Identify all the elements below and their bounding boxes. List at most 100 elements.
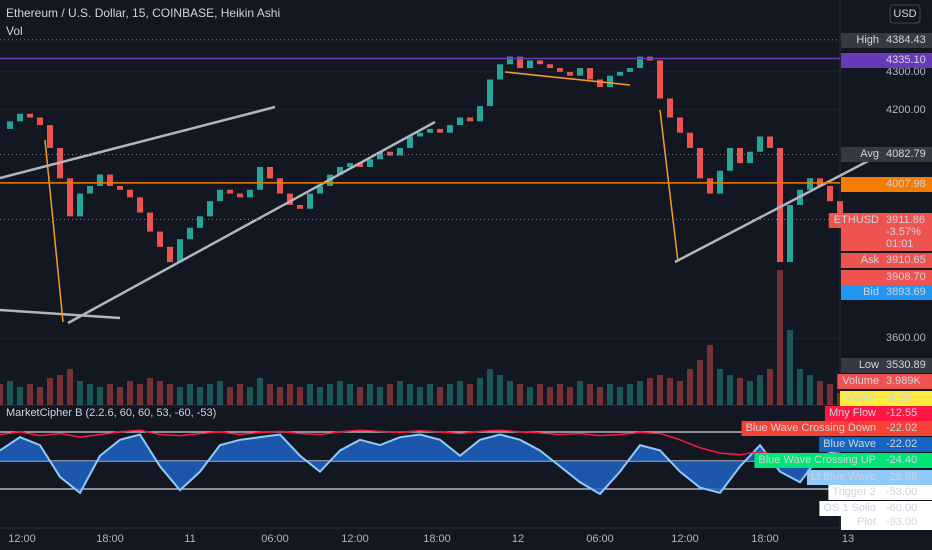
indicator-tag-name-box xyxy=(824,406,880,421)
candle xyxy=(717,170,723,194)
volume-bar xyxy=(457,381,463,405)
volume-title: Vol xyxy=(6,24,23,38)
volume-bar xyxy=(577,381,583,405)
currency[interactable]: USD xyxy=(893,8,916,20)
price-tag-countdown: 01:01 xyxy=(886,238,914,250)
candle xyxy=(617,71,623,76)
candle xyxy=(517,56,523,69)
volume-bar xyxy=(427,384,433,405)
candle xyxy=(27,113,33,118)
volume-bar xyxy=(217,381,223,405)
x-tick-label: 18:00 xyxy=(751,533,779,545)
candle xyxy=(367,159,373,167)
candle xyxy=(727,147,733,171)
trend-line xyxy=(0,308,121,320)
volume-bar xyxy=(467,384,473,405)
symbol-title: Ethereum / U.S. Dollar, 15, COINBASE, He… xyxy=(6,6,280,20)
volume-bar xyxy=(237,384,243,405)
indicator-tag-value: -24.40 xyxy=(886,454,917,466)
candle xyxy=(457,117,463,126)
volume-bar xyxy=(157,381,163,405)
volume-bar xyxy=(487,369,493,405)
volume-bar xyxy=(407,384,413,405)
candle xyxy=(757,136,763,152)
price-tag-name-box xyxy=(855,147,882,162)
volume-bar xyxy=(87,384,93,405)
candle xyxy=(787,204,793,263)
candle xyxy=(307,193,313,209)
volume-bar xyxy=(357,387,363,405)
volume-bar xyxy=(287,384,293,405)
volume-bar xyxy=(177,387,183,405)
candle xyxy=(207,201,213,217)
volume-bar xyxy=(527,387,533,405)
volume-bar xyxy=(717,369,723,405)
candle xyxy=(117,185,123,190)
volume-bar xyxy=(797,369,803,405)
volume-bar xyxy=(277,387,283,405)
candle xyxy=(357,163,363,167)
volume-bar xyxy=(757,375,763,405)
price-tag-value: 4384.43 xyxy=(886,34,926,46)
indicator-tag-value: -53.00 xyxy=(886,486,917,498)
volume-bar xyxy=(7,381,13,405)
volume-bar xyxy=(657,375,663,405)
volume-bar xyxy=(297,387,303,405)
candle xyxy=(397,147,403,156)
volume-bar xyxy=(127,381,133,405)
price-tag-value: 3911.86 xyxy=(886,214,925,226)
price-tag-name-box xyxy=(851,33,882,48)
tags: 4384.43 High 4335.10 4082.79 Avg 4007.98 3911.… xyxy=(0,33,932,530)
volume-bar xyxy=(417,387,423,405)
volume-bar xyxy=(497,375,503,405)
x-tick-label: 18:00 xyxy=(423,533,451,545)
candle xyxy=(487,79,493,107)
price-tag-change: -3.57% xyxy=(886,226,921,238)
candle xyxy=(347,163,353,167)
candle xyxy=(37,117,43,126)
candle xyxy=(217,189,223,202)
candle xyxy=(537,60,543,65)
volume-bar xyxy=(327,384,333,405)
volume-bar xyxy=(147,378,153,405)
volume-bar xyxy=(687,369,693,405)
candle xyxy=(267,166,273,179)
volume-bar xyxy=(607,384,613,405)
volume-bar xyxy=(77,381,83,405)
volume-bar xyxy=(827,384,833,405)
candle xyxy=(837,201,843,220)
y-tick-label: 4200.00 xyxy=(886,104,926,116)
candle xyxy=(607,75,613,88)
volume-bar xyxy=(597,387,603,405)
volume-bar xyxy=(617,387,623,405)
candle xyxy=(197,216,203,228)
indicator-tag-value: -6.05 xyxy=(886,392,911,404)
marks: 4300.00 4200.00 3600.00 12:00 18:00 11 06:00 12… xyxy=(0,56,926,545)
candle xyxy=(627,68,633,72)
candle xyxy=(817,178,823,186)
candle xyxy=(527,60,533,69)
candle xyxy=(477,106,483,122)
currency-box[interactable] xyxy=(889,4,921,24)
volume-bar xyxy=(27,384,33,405)
x-tick-label: 11 xyxy=(184,533,195,545)
x-tick-label: 13 xyxy=(842,533,854,545)
volume-bar xyxy=(817,381,823,405)
volume-bar xyxy=(367,384,373,405)
indicator-tag-value: -60.00 xyxy=(886,502,917,514)
drawings xyxy=(0,71,871,325)
volume-bar xyxy=(187,384,193,405)
volume-bar xyxy=(267,384,273,405)
candle xyxy=(287,193,293,205)
price-tag-name-box xyxy=(853,358,882,373)
candle xyxy=(737,147,743,164)
candle xyxy=(277,178,283,194)
volume-bar xyxy=(227,387,233,405)
price-tag-box xyxy=(841,270,932,285)
volume-bar xyxy=(337,381,343,405)
x-tick-label: 18:00 xyxy=(96,533,124,545)
volume-bar xyxy=(347,384,353,405)
volume-bar xyxy=(627,384,633,405)
